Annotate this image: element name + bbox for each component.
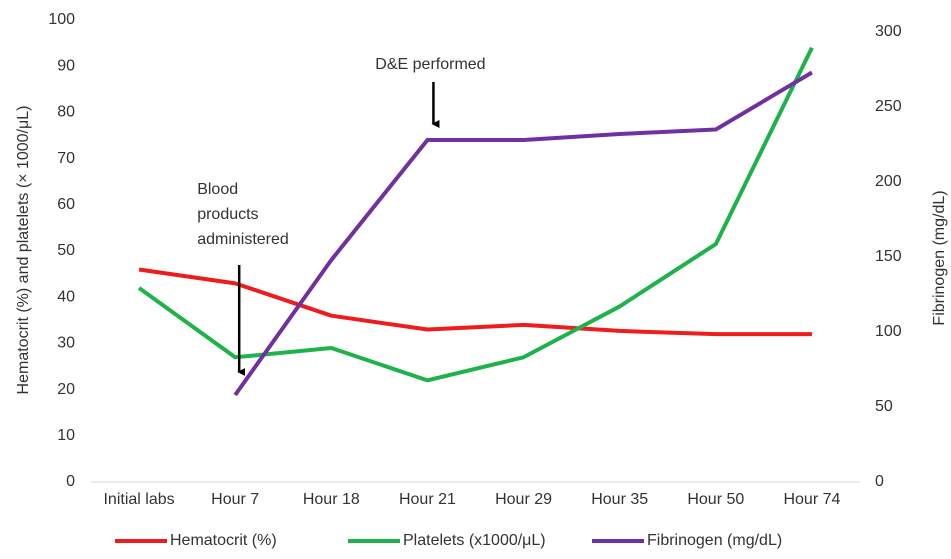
x-tick-label: Hour 7	[211, 491, 259, 508]
y-tick-label: 100	[48, 11, 75, 28]
y-tick-label: 10	[57, 427, 75, 444]
y2-tick-label: 150	[875, 248, 902, 265]
x-tick-label: Initial labs	[103, 491, 174, 508]
x-tick-label: Hour 74	[783, 491, 840, 508]
y2-tick-label: 50	[875, 398, 893, 415]
series-line	[233, 70, 813, 397]
annotation: D&E performed	[375, 56, 485, 73]
y-tick-label: 90	[57, 57, 75, 74]
legend-label: Platelets (x1000/μL)	[403, 532, 546, 549]
y-tick-label: 50	[57, 242, 75, 259]
y2-tick-label: 100	[875, 323, 902, 340]
x-tick-label: Hour 35	[591, 491, 648, 508]
x-tick-label: Hour 21	[399, 491, 456, 508]
y-tick-label: 0	[66, 473, 75, 490]
y2-axis-label: Fibrinogen (mg/dL)	[931, 190, 948, 325]
x-tick-label: Hour 50	[687, 491, 744, 508]
y-tick-label: 80	[57, 104, 75, 121]
x-tick-label: Hour 29	[495, 491, 552, 508]
y-tick-label: 40	[57, 288, 75, 305]
y2-tick-label: 200	[875, 173, 902, 190]
legend-label: Hematocrit (%)	[170, 532, 277, 549]
x-tick-label: Hour 18	[303, 491, 360, 508]
y2-tick-label: 0	[875, 473, 884, 490]
y-tick-label: 30	[57, 335, 75, 352]
annotation: products	[197, 206, 258, 223]
annotation: administered	[197, 231, 289, 248]
legend-label: Fibrinogen (mg/dL)	[647, 532, 782, 549]
y2-tick-label: 250	[875, 98, 902, 115]
y-tick-label: 70	[57, 150, 75, 167]
series-line	[138, 267, 812, 337]
y-tick-label: 20	[57, 381, 75, 398]
annotation: Blood	[197, 181, 238, 198]
y-axis-label: Hematocrit (%) and platelets (× 1000/μL)	[15, 106, 32, 395]
y-tick-label: 60	[57, 196, 75, 213]
y2-tick-label: 300	[875, 23, 902, 40]
series-line	[137, 46, 814, 383]
